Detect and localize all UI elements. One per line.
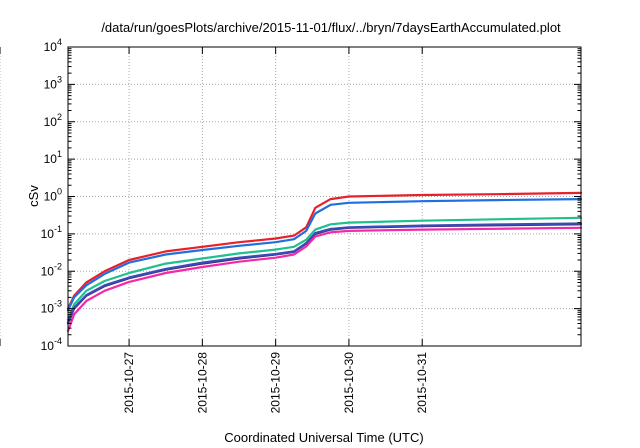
x-tick-labels: 2015-10-27 2015-10-28 2015-10-29 2015-10-30…: [0, 341, 429, 413]
series-line-1: [66, 191, 583, 310]
grid-lines: [0, 47, 581, 346]
series-line-6: [66, 226, 583, 333]
series-group: [66, 191, 583, 333]
y-tick-label: 10-3: [41, 299, 62, 316]
y-axis-label: cSv: [26, 185, 41, 207]
chart-title: /data/run/goesPlots/archive/2015-11-01/f…: [101, 20, 561, 35]
y-tick-label: 10-2: [41, 261, 62, 278]
x-tick-label: 2015-10-29: [269, 352, 283, 414]
y-tick-label: 103: [44, 74, 62, 91]
x-tick-label: 2015-10-28: [195, 352, 209, 414]
tick-marks: [0, 46, 581, 347]
y-tick-label: 102: [44, 112, 62, 129]
x-axis-label: Coordinated Universal Time (UTC): [224, 430, 423, 445]
x-tick-label: 2015-10-31: [415, 352, 429, 414]
y-tick-label: 101: [44, 149, 62, 166]
series-line-3: [66, 216, 583, 321]
series-line-5: [66, 222, 583, 324]
y-tick-label: 104: [44, 37, 62, 54]
series-line-2: [66, 198, 583, 312]
y-tick-label: 10-4: [41, 336, 62, 353]
y-tick-labels: 10-4 10-3 10-2 10-1 100 101 102 103 104: [41, 37, 62, 353]
x-tick-label: 2015-10-30: [342, 352, 356, 414]
x-tick-label: 2015-10-27: [122, 352, 136, 414]
y-tick-label: 100: [44, 187, 62, 204]
y-tick-label: 10-1: [41, 224, 62, 241]
